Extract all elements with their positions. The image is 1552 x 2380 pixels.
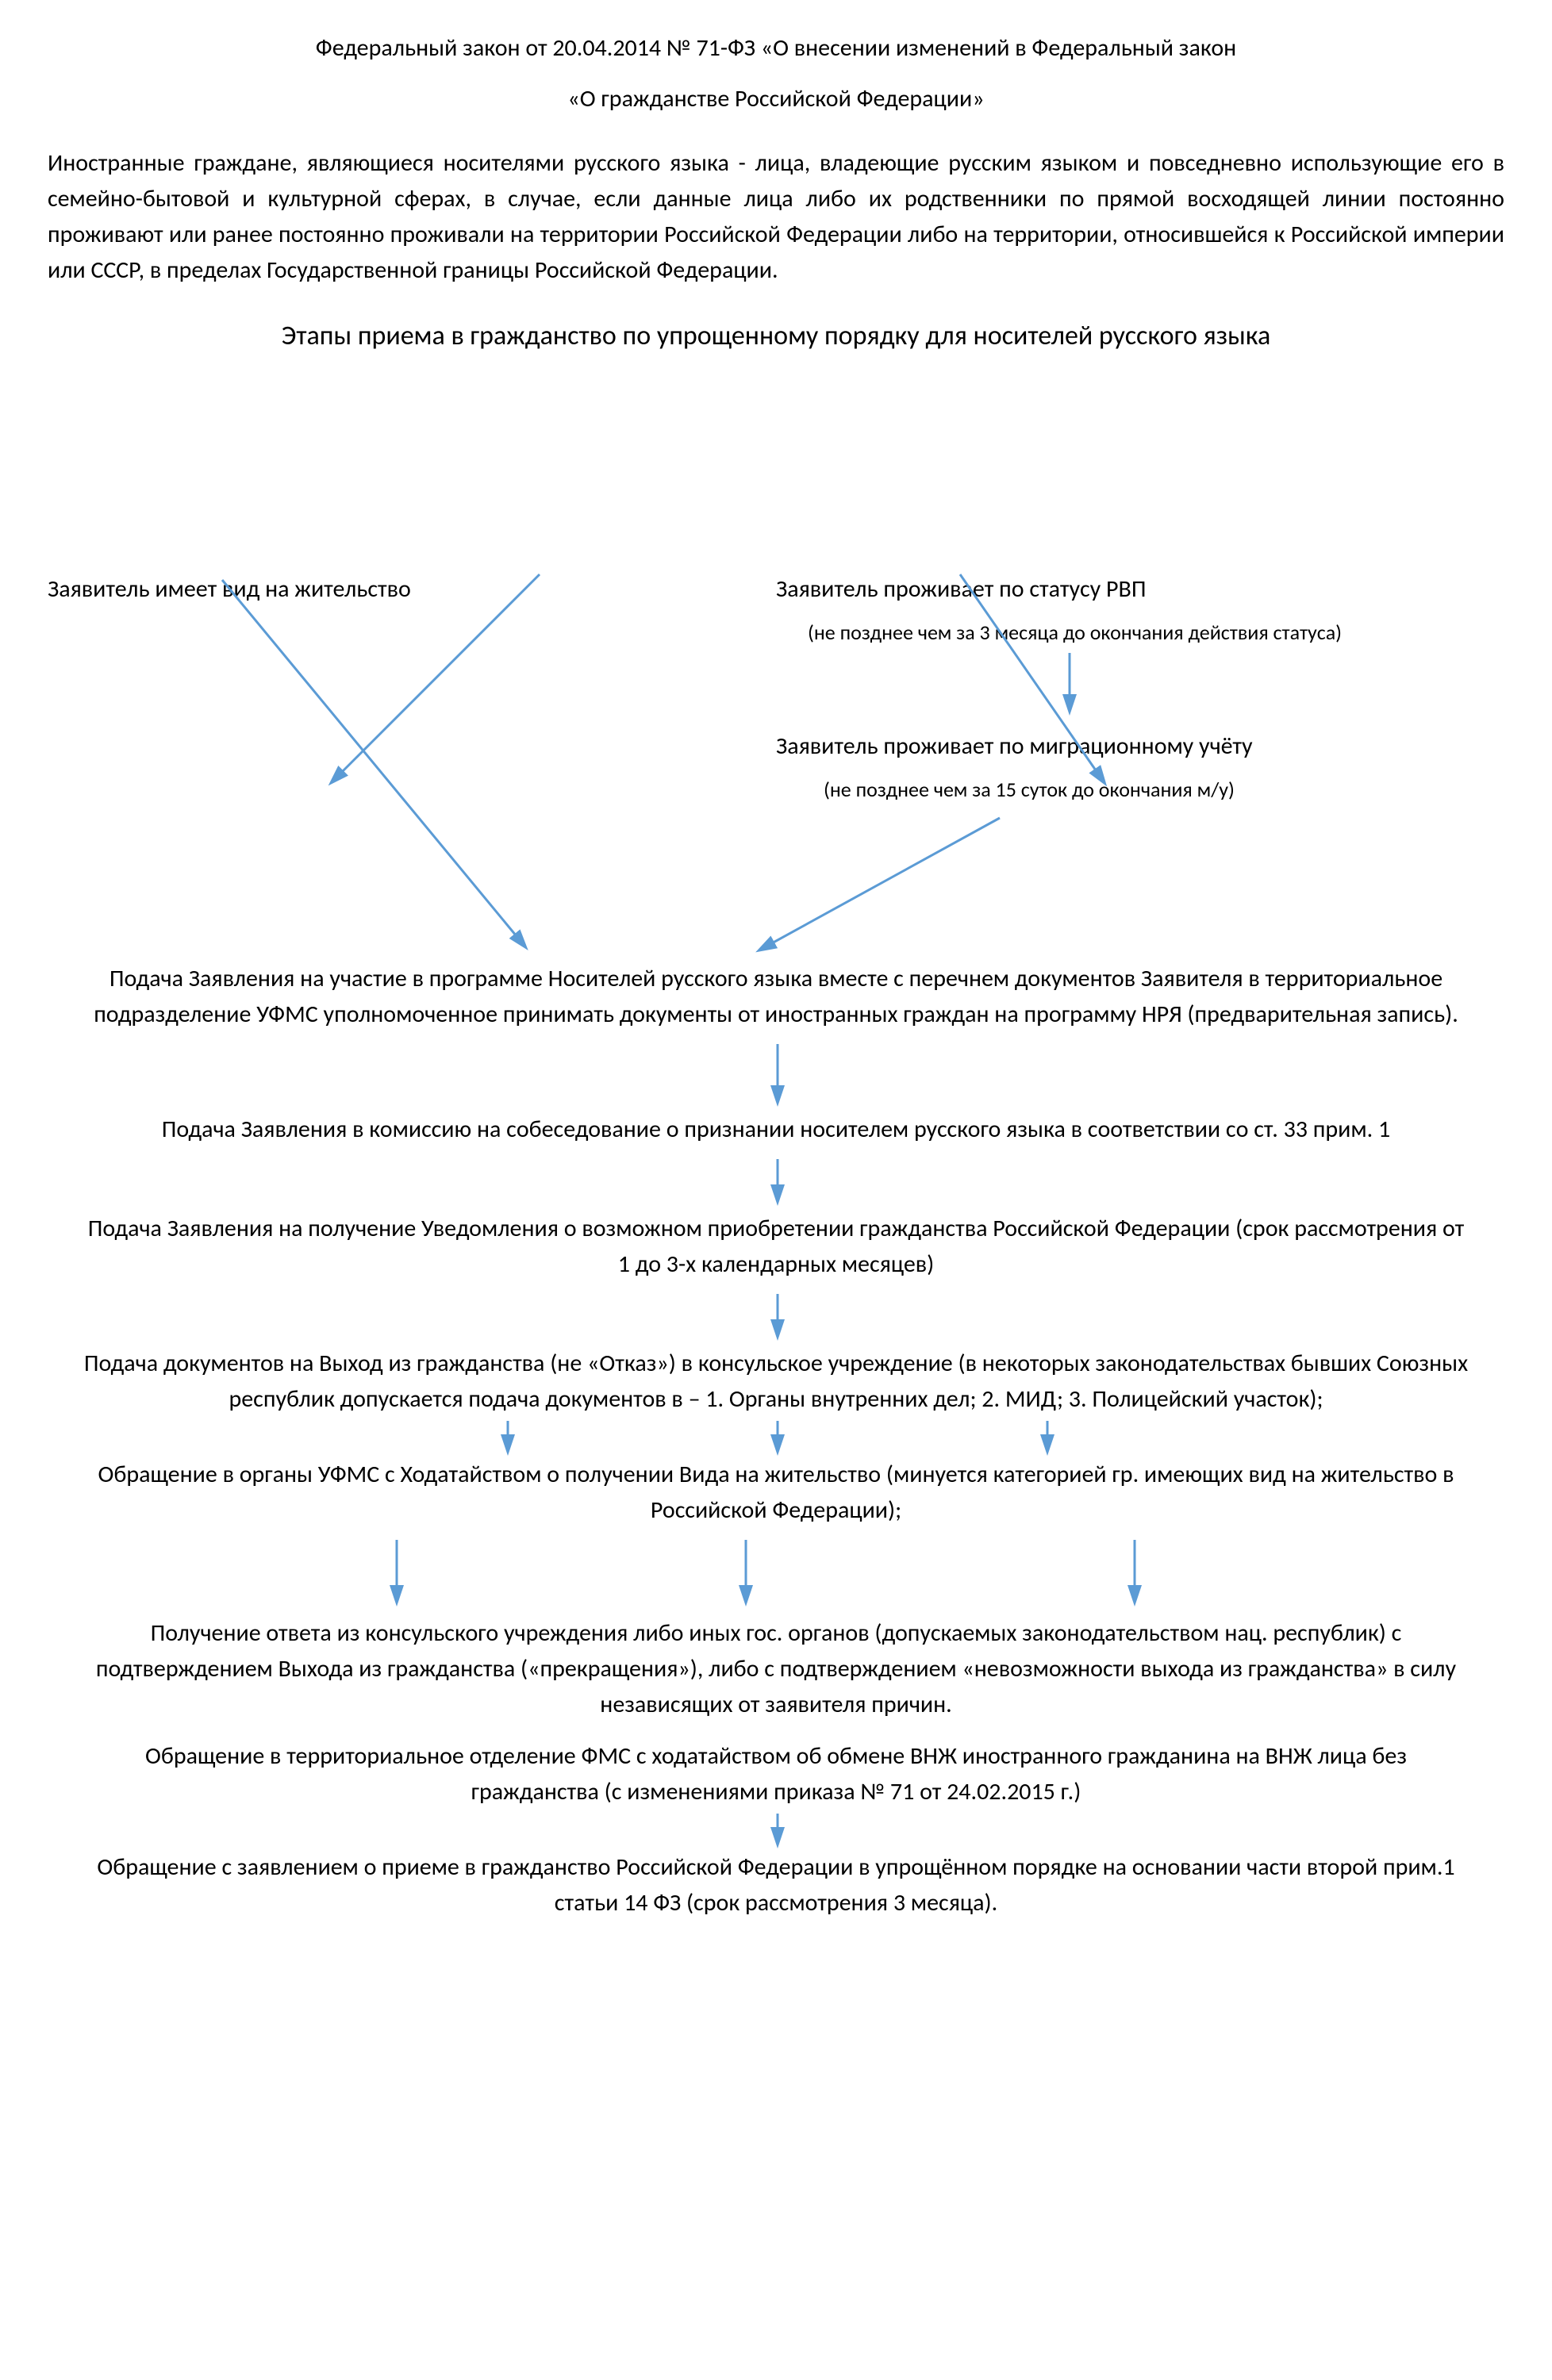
merge-gap xyxy=(48,802,1504,961)
arrow-gap-0 xyxy=(48,1032,1504,1111)
arrow-gap-1 xyxy=(48,1147,1504,1211)
intro-paragraph: Иностранные граждане, являющиеся носител… xyxy=(48,145,1504,288)
arrow-down-icon xyxy=(762,1290,793,1345)
step-1: Подача Заявления в комиссию на собеседов… xyxy=(79,1111,1473,1147)
sub-branch-note: (не позднее чем за 15 суток до окончания… xyxy=(824,777,1504,802)
arrow-gap-3-triple xyxy=(48,1417,1504,1457)
section-heading: Этапы приема в гражданство по упрощенном… xyxy=(143,320,1409,352)
flowchart-container: Заявитель имеет вид на жительство Заявит… xyxy=(48,574,1504,1921)
step-5: Получение ответа из консульского учрежде… xyxy=(79,1615,1473,1722)
arrow-merge-left-icon xyxy=(190,564,746,961)
step-0: Подача Заявления на участие в программе … xyxy=(79,961,1473,1032)
arrow-gap-2 xyxy=(48,1282,1504,1345)
arrow-rvp-down-icon xyxy=(1054,649,1085,720)
arrow-down-icon xyxy=(730,1536,762,1611)
arrow-down-icon xyxy=(492,1418,524,1457)
arrow-down-icon xyxy=(762,1040,793,1111)
document-title: Федеральный закон от 20.04.2014 № 71-ФЗ … xyxy=(48,32,1504,65)
branch-right-note: (не позднее чем за 3 месяца до окончания… xyxy=(808,620,1504,645)
step-4: Обращение в органы УФМС с Ходатайством о… xyxy=(79,1457,1473,1528)
arrow-down-icon xyxy=(1119,1536,1151,1611)
arrow-merge-right-icon xyxy=(738,810,1055,961)
document-subtitle: «О гражданстве Российской Федерации» xyxy=(48,84,1504,113)
step-7: Обращение с заявлением о приеме в гражда… xyxy=(79,1849,1473,1921)
arrow-gap-6 xyxy=(48,1810,1504,1849)
arrow-down-icon xyxy=(762,1418,793,1457)
arrow-down-icon xyxy=(1031,1418,1063,1457)
arrow-down-icon xyxy=(381,1536,413,1611)
step-3: Подача документов на Выход из гражданств… xyxy=(79,1345,1473,1417)
arrow-down-icon xyxy=(762,1155,793,1211)
arrow-down-icon xyxy=(762,1811,793,1849)
arrow-split-right-icon xyxy=(944,566,1151,797)
step-2: Подача Заявления на получение Уведомлени… xyxy=(79,1211,1473,1282)
step-6: Обращение в территориальное отделение ФМ… xyxy=(79,1738,1473,1810)
arrow-gap-4-triple xyxy=(48,1528,1504,1615)
